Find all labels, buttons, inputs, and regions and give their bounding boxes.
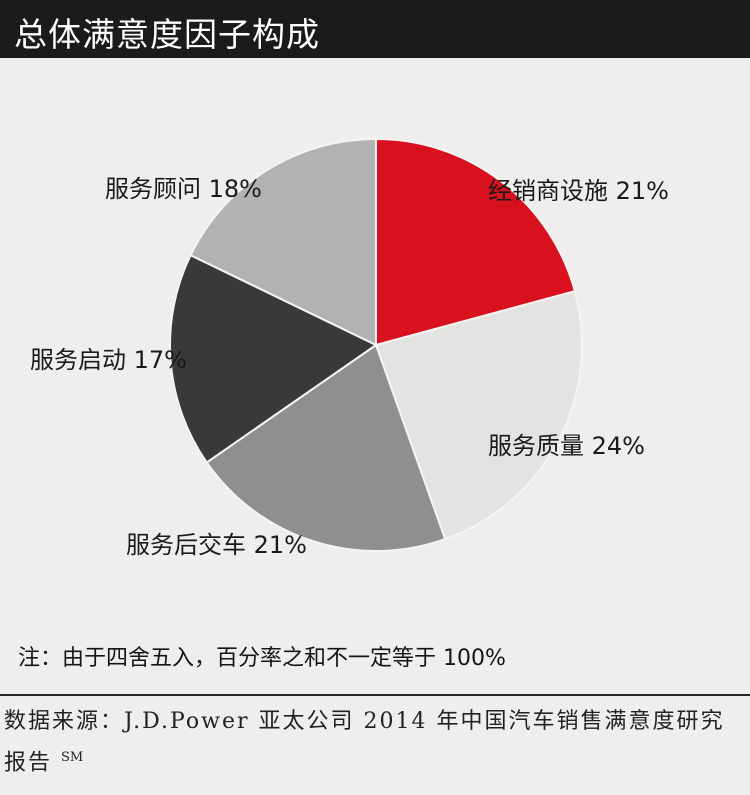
divider [0,694,750,696]
title-bar: 总体满意度因子构成 [0,0,750,58]
service-mark: SM [61,750,84,765]
pie-chart: 经销商设施 21% 服务质量 24% 服务后交车 21% 服务启动 17% 服务顾问 1… [30,137,669,559]
slice-label-1: 服务质量 24% [488,432,645,460]
source-body: 数据来源：J.D.Power 亚太公司 2014 年中国汽车销售满意度研究报告 [4,709,725,776]
rounding-note: 注：由于四舍五入，百分率之和不一定等于 100% [18,646,506,671]
chart-title: 总体满意度因子构成 [14,15,320,54]
slice-label-4: 服务顾问 18% [105,175,262,203]
pie-slice-1 [374,289,583,541]
pie-slice-3 [169,253,378,464]
slice-label-2: 服务后交车 21% [126,531,307,559]
pie-slice-4 [189,137,377,347]
slice-label-3: 服务启动 17% [30,346,187,374]
slice-label-0: 经销商设施 21% [488,177,669,205]
pie-slice-2 [205,343,447,552]
pie-slice-0 [375,137,577,347]
source-text: 数据来源：J.D.Power 亚太公司 2014 年中国汽车销售满意度研究报告 … [4,704,734,781]
